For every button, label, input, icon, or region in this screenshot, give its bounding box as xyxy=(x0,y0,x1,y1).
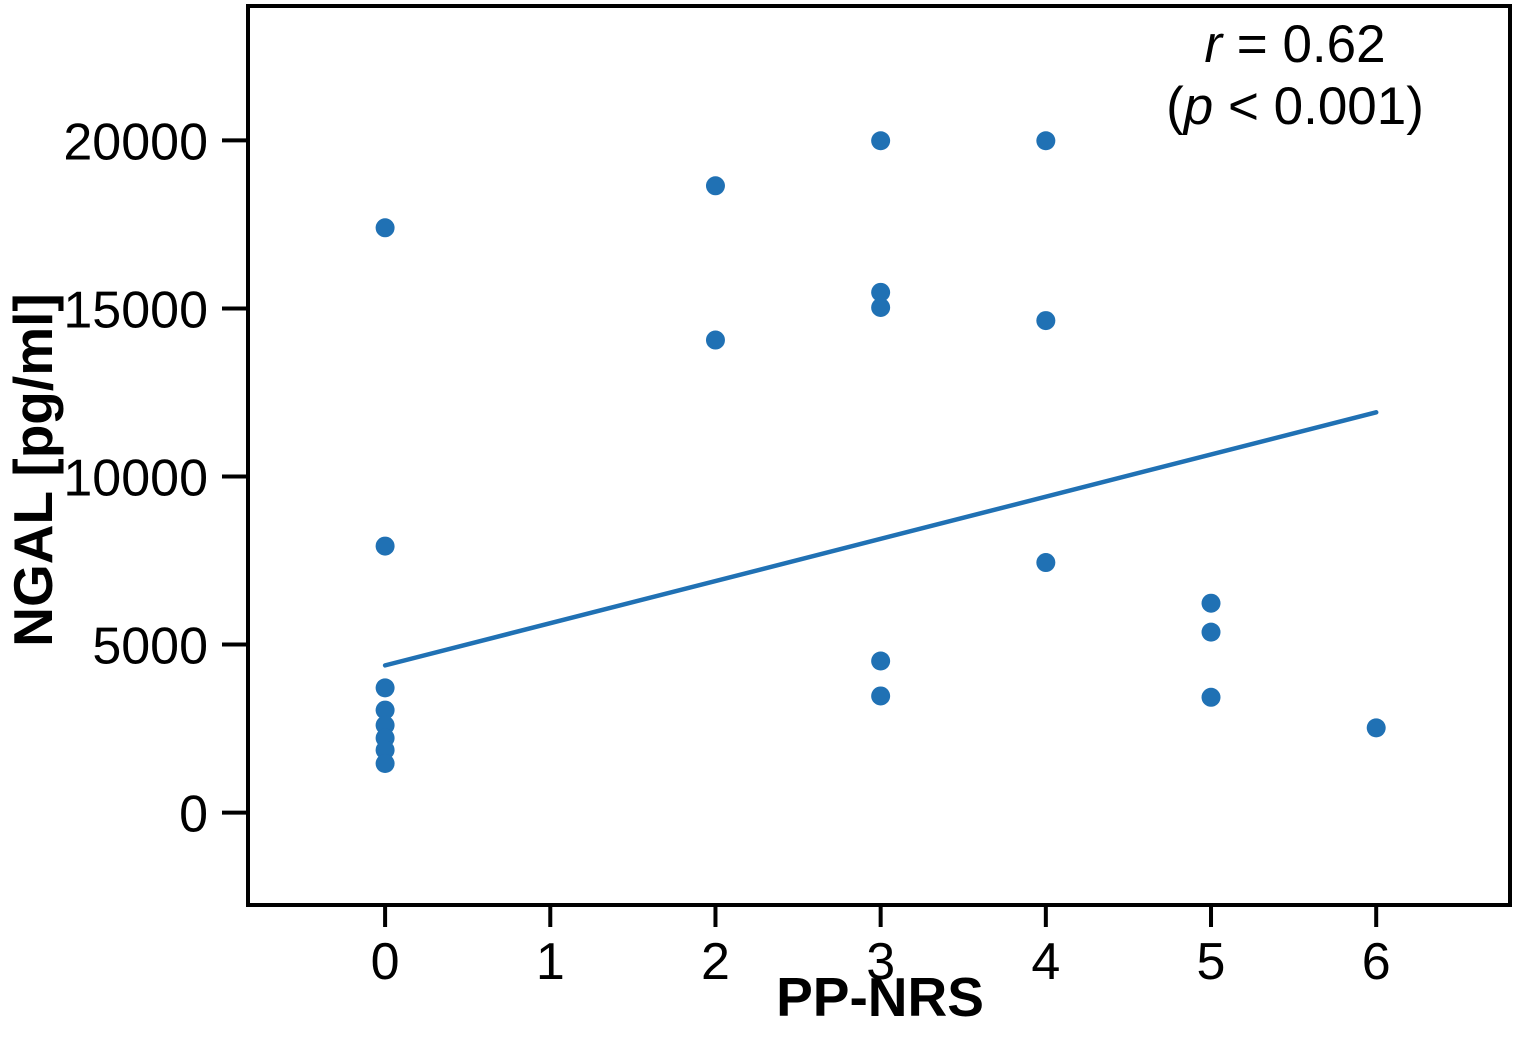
x-tick-label: 0 xyxy=(371,933,400,991)
data-point xyxy=(705,176,725,196)
data-point xyxy=(871,297,891,317)
r-symbol: r xyxy=(1204,15,1223,74)
x-tick-label: 5 xyxy=(1197,933,1226,991)
data-point xyxy=(375,740,395,760)
y-tick-label: 15000 xyxy=(63,281,208,339)
correlation-annotation: r = 0.62 (p < 0.001) xyxy=(1080,14,1510,138)
y-tick-label: 20000 xyxy=(63,113,208,171)
data-point xyxy=(375,700,395,720)
data-point xyxy=(1201,622,1221,642)
x-tick-label: 4 xyxy=(1031,933,1060,991)
y-tick-label: 0 xyxy=(179,786,208,844)
x-tick-label: 2 xyxy=(701,933,730,991)
data-point xyxy=(871,282,891,302)
data-point xyxy=(1036,311,1056,331)
p-value: < 0.001) xyxy=(1213,77,1424,136)
y-tick-label: 5000 xyxy=(92,618,208,676)
data-point xyxy=(871,686,891,706)
data-point xyxy=(375,218,395,238)
data-point xyxy=(375,536,395,556)
data-point xyxy=(1036,131,1056,151)
trend-line xyxy=(382,410,1379,668)
data-point xyxy=(705,330,725,350)
data-point xyxy=(1036,553,1056,573)
r-value: = 0.62 xyxy=(1222,15,1386,74)
data-point xyxy=(871,651,891,671)
p-symbol: p xyxy=(1183,77,1214,136)
data-point xyxy=(1201,687,1221,707)
p-open-paren: ( xyxy=(1166,77,1184,136)
p-value-line: (p < 0.001) xyxy=(1080,76,1510,138)
data-point xyxy=(871,131,891,151)
r-value-line: r = 0.62 xyxy=(1080,14,1510,76)
x-tick-label: 1 xyxy=(536,933,565,991)
x-tick-label: 6 xyxy=(1362,933,1391,991)
data-point xyxy=(375,754,395,774)
data-point xyxy=(1201,593,1221,613)
data-point xyxy=(375,678,395,698)
y-axis-title: NGAL [pg/ml] xyxy=(2,293,64,647)
data-point xyxy=(1366,718,1386,738)
x-tick-label: 3 xyxy=(866,933,895,991)
y-tick-label: 10000 xyxy=(63,450,208,508)
x-axis-title: PP-NRS xyxy=(776,966,984,1028)
